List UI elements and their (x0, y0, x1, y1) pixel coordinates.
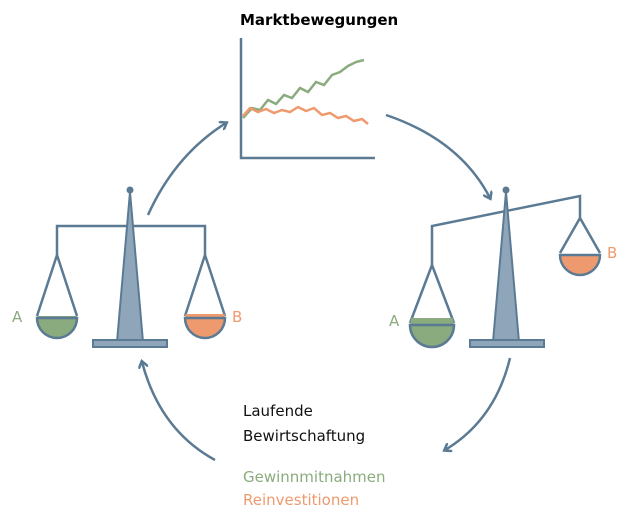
title: Marktbewegungen (240, 11, 398, 29)
label: A (389, 312, 400, 330)
balance-scale (405, 187, 605, 354)
diagram: Marktbewegungen A B A B Laufende Bewirts… (0, 0, 619, 508)
mini-chart (241, 38, 375, 158)
label: B (607, 244, 617, 262)
arrow (386, 115, 490, 198)
label: A (12, 308, 23, 326)
label: B (232, 308, 242, 326)
arrow (142, 362, 215, 460)
balance-scale (30, 187, 233, 348)
legend-item: Reinvestitionen (243, 491, 359, 508)
arrow (148, 123, 226, 215)
cycle-label: Laufende (243, 402, 313, 420)
legend-item: Gewinnmitnahmen (243, 468, 386, 486)
arrow (445, 358, 510, 450)
cycle-label: Bewirtschaftung (243, 427, 365, 445)
